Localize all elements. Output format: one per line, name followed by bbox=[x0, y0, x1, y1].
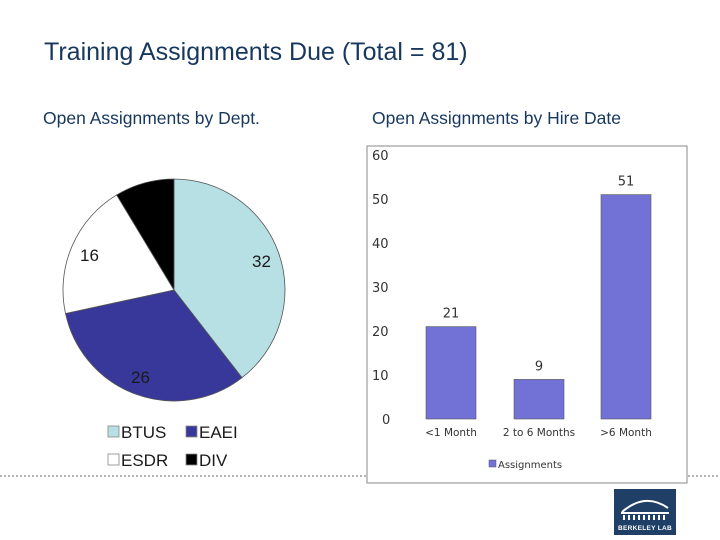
legend-swatch-btus bbox=[107, 425, 120, 438]
y-axis-ticks: 60 50 40 30 20 10 0 bbox=[372, 149, 390, 428]
berkeley-lab-logo: BERKELEY LAB bbox=[614, 489, 676, 535]
pie-label-eaei: 26 bbox=[131, 368, 150, 387]
y-tick-0: 0 bbox=[382, 413, 390, 428]
logo-arc-icon bbox=[621, 500, 669, 513]
legend-label-eaei: EAEI bbox=[199, 423, 238, 442]
pie-slice-eaei bbox=[65, 289, 243, 402]
category-lt-1-month: <1 Month bbox=[425, 427, 477, 439]
pie-label-btus: 32 bbox=[252, 252, 271, 271]
pie-slice-btus bbox=[173, 178, 286, 379]
bar-legend-label: Assignments bbox=[498, 460, 562, 471]
bar-value-gt-6-month: 51 bbox=[618, 175, 635, 190]
logo-bar-icon bbox=[621, 512, 669, 514]
bar-chart-title: Open Assignments by Hire Date bbox=[372, 108, 622, 128]
y-tick-20: 20 bbox=[372, 325, 389, 340]
pie-legend: BTUS EAEI ESDR DIV bbox=[107, 423, 238, 470]
y-tick-40: 40 bbox=[372, 237, 389, 252]
legend-label-btus: BTUS bbox=[121, 423, 166, 442]
bar-2-to-6-months bbox=[513, 379, 565, 420]
category-gt-6-month: >6 Month bbox=[600, 427, 652, 439]
pie-chart-title: Open Assignments by Dept. bbox=[43, 108, 260, 128]
bar-value-lt-1-month: 21 bbox=[443, 307, 460, 322]
logo-columns-icon bbox=[623, 515, 665, 520]
pie-slice-esdr bbox=[62, 194, 175, 314]
logo-text: BERKELEY LAB bbox=[618, 525, 672, 532]
slide-title: Training Assignments Due (Total = 81) bbox=[44, 38, 468, 66]
bar-legend-swatch bbox=[488, 459, 497, 468]
y-tick-50: 50 bbox=[372, 193, 389, 208]
pie-chart bbox=[62, 178, 286, 402]
pie-label-esdr: 16 bbox=[80, 246, 99, 265]
legend-swatch-esdr bbox=[107, 453, 120, 466]
category-2-to-6-months: 2 to 6 Months bbox=[503, 427, 575, 439]
bar-series-assignments bbox=[425, 194, 652, 420]
y-tick-10: 10 bbox=[372, 369, 389, 384]
legend-swatch-div bbox=[185, 453, 198, 466]
pie-slice-div bbox=[116, 178, 175, 292]
legend-label-esdr: ESDR bbox=[121, 451, 168, 470]
y-tick-60: 60 bbox=[372, 149, 389, 164]
y-tick-30: 30 bbox=[372, 281, 389, 296]
legend-label-div: DIV bbox=[199, 451, 228, 470]
bar-lt-1-month bbox=[425, 326, 477, 420]
legend-swatch-eaei bbox=[185, 425, 198, 438]
bar-gt-6-month bbox=[600, 194, 652, 420]
bar-value-2-to-6-months: 9 bbox=[535, 359, 543, 374]
